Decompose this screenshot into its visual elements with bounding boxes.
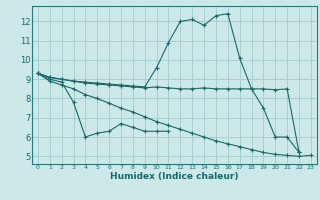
X-axis label: Humidex (Indice chaleur): Humidex (Indice chaleur) [110,172,239,181]
